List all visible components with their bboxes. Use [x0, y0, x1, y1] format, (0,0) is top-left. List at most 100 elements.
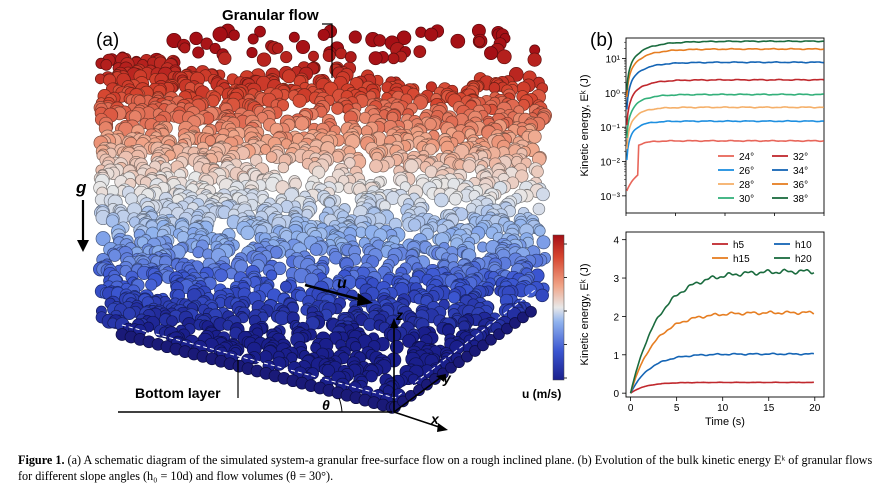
top-chart-series-line: [626, 119, 824, 161]
bottom-chart-series-line: [629, 310, 815, 394]
velocity-label: u: [337, 275, 347, 292]
top-chart-ylabel: Kinetic energy, Eᵏ (J): [579, 75, 591, 177]
grain-particle: [292, 93, 307, 108]
top-chart-legend-label: 32°: [793, 152, 808, 163]
grain-particle: [145, 278, 158, 291]
top-chart-series-line: [626, 93, 824, 138]
axis-y-label: y: [442, 370, 452, 386]
bottom-chart-xtick-label: 15: [763, 403, 775, 414]
grain-particle: [280, 280, 292, 293]
top-chart-legend-label: 28°: [739, 180, 754, 191]
grain-particle: [331, 102, 344, 115]
granular-particle-block: [93, 23, 552, 414]
grain-particle: [389, 340, 404, 354]
bottom-chart-xtick-label: 0: [628, 403, 634, 414]
bottom-layer-particle: [469, 345, 481, 357]
grain-particle: [265, 151, 278, 163]
grain-particle: [295, 39, 311, 55]
granular-flow-title: Granular flow: [222, 7, 319, 24]
bottom-chart-frame: [625, 231, 825, 398]
grain-particle: [450, 33, 466, 49]
bottom-chart-series-line: [629, 352, 815, 394]
grain-particle: [308, 50, 319, 62]
top-chart-series-line: [626, 78, 824, 126]
grain-particle: [322, 49, 336, 63]
grain-particle: [218, 51, 232, 65]
bottom-layer-particle: [445, 361, 457, 374]
top-chart-ytick-label: 10¹: [606, 55, 621, 66]
grain-particle: [100, 59, 113, 71]
bottom-chart-xtick-label: 10: [717, 403, 729, 414]
grain-particle: [462, 159, 476, 173]
grain-particle: [369, 159, 383, 173]
grain-particle: [373, 34, 386, 47]
velocity-arrow: [304, 283, 373, 306]
bottom-layer-particle: [461, 350, 473, 363]
grain-particle: [288, 31, 300, 43]
grain-particle: [424, 118, 437, 131]
bottom-layer-particle: [509, 317, 521, 329]
axis-x-label: x: [430, 411, 440, 427]
grain-particle: [212, 26, 228, 42]
grain-particle: [415, 26, 427, 38]
grain-particle: [256, 52, 272, 67]
bottom-layer-label: Bottom layer: [135, 385, 221, 401]
grain-particle: [246, 47, 258, 59]
grain-particle: [344, 157, 356, 169]
top-chart-series-line: [626, 39, 824, 91]
top-chart-series-line: [626, 106, 824, 149]
grain-particle: [434, 192, 449, 208]
panel-b-charts: (b) 10⁻³ 10⁻² 10⁻¹ 10⁰ 10¹ Kinetic energy, Eᵏ…: [579, 30, 825, 428]
grain-particle: [277, 161, 290, 174]
grain-particle: [189, 31, 203, 46]
grain-particle: [179, 42, 191, 54]
bottom-chart-ytick-label: 1: [613, 351, 619, 362]
top-chart-legend-label: 24°: [739, 152, 754, 163]
grain-particle: [254, 25, 266, 38]
grain-particle: [488, 82, 501, 94]
bottom-layer-particle: [501, 322, 513, 335]
top-chart-legend-label: 26°: [739, 166, 754, 177]
bottom-chart-xtick-label: 20: [809, 403, 821, 414]
bottom-chart-legend-label: h15: [733, 254, 750, 265]
grain-particle: [280, 51, 293, 64]
grain-particle: [448, 192, 462, 206]
grain-particle: [531, 165, 544, 178]
grain-particle: [534, 225, 546, 237]
caption-text: (a) A schematic diagram of the simulated…: [18, 453, 873, 483]
grain-particle: [527, 129, 542, 144]
kinetic-energy-vs-volume-chart: 0 1 2 3 4 0 5 10 15 20 Time (s) Kinetic energy, Eᵏ …: [579, 231, 825, 428]
caption-label: Figure 1.: [18, 453, 65, 467]
grain-particle: [536, 235, 551, 250]
bottom-chart-legend-label: h20: [795, 254, 812, 265]
grain-particle: [240, 225, 255, 240]
top-chart-legend-label: 36°: [793, 180, 808, 191]
bottom-layer-particle: [421, 378, 433, 391]
grain-particle: [496, 49, 512, 65]
grain-particle: [344, 51, 357, 63]
gravity-label: g: [75, 178, 87, 197]
grain-particle: [228, 29, 240, 41]
grain-particle: [269, 246, 283, 259]
bottom-chart-xtick-label: 5: [674, 403, 680, 414]
grain-particle: [515, 169, 529, 183]
bottom-chart-ytick-label: 2: [613, 312, 619, 323]
grain-particle: [335, 47, 347, 60]
bottom-chart-ylabel: Kinetic energy, Eᵏ (J): [579, 264, 591, 366]
bottom-chart-ytick-label: 0: [613, 389, 619, 400]
bottom-layer-particle: [517, 311, 529, 324]
top-chart-ytick-label: 10⁻³: [600, 192, 620, 203]
grain-particle: [350, 341, 362, 353]
grain-particle: [484, 46, 498, 61]
top-chart-series-line: [626, 60, 824, 110]
top-chart-series-line: [626, 47, 824, 98]
kinetic-energy-vs-angle-chart: 10⁻³ 10⁻² 10⁻¹ 10⁰ 10¹ Kinetic energy, Eᵏ (J)…: [579, 37, 825, 216]
grain-particle: [473, 36, 485, 48]
grain-particle: [368, 51, 383, 66]
grain-particle: [387, 52, 400, 65]
grain-particle: [413, 45, 427, 58]
bottom-chart-series-line: [630, 381, 814, 394]
bottom-chart-legend-label: h5: [733, 240, 745, 251]
grain-particle: [282, 69, 296, 84]
velocity-colorbar: [552, 234, 565, 381]
